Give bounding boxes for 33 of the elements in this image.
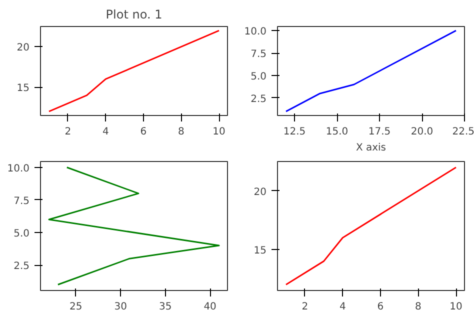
x-tick-label: 17.5 [368,126,391,138]
x-tick-label: 2 [302,302,308,312]
y-tick-label: 7.5 [14,196,30,207]
y-tick-label: 5.0 [250,71,267,82]
y-tick-label: 15 [254,245,267,256]
y-tick-label: 2.5 [14,261,30,272]
x-tick-label: 2 [64,126,72,138]
x-tick-label: 4 [339,302,346,312]
x-tick-label: 15.0 [326,126,348,138]
x-tick-label: 40 [204,302,216,312]
x-tick-label: 20.0 [410,126,434,138]
x-tick-label: 4 [102,126,109,138]
x-tick-label: 8 [415,302,422,312]
x-tick-label: 6 [377,302,384,312]
x-tick-label: 10 [450,302,462,312]
x-tick-label: 8 [178,126,184,138]
x-tick-label: 6 [140,126,147,138]
x-tick-label: 22.5 [452,126,474,138]
y-tick-label: 20 [254,186,267,198]
x-tick-label: 35 [158,302,172,312]
y-tick-label: 20 [16,42,30,54]
y-tick-label: 5.0 [14,228,30,240]
y-tick-label: 10.0 [7,163,30,174]
y-tick-label: 15 [16,83,30,94]
x-tick-label: 30 [114,302,127,312]
y-tick-label: 2.5 [250,94,267,105]
x-axis-title: X axis [356,142,386,154]
x-tick-label: 10 [212,126,226,138]
y-tick-label: 7.5 [250,49,267,60]
x-tick-label: 25 [69,302,82,312]
y-tick-label: 10.0 [244,26,266,38]
x-tick-label: 12.5 [283,126,306,138]
chart-title: Plot no. 1 [106,8,162,22]
